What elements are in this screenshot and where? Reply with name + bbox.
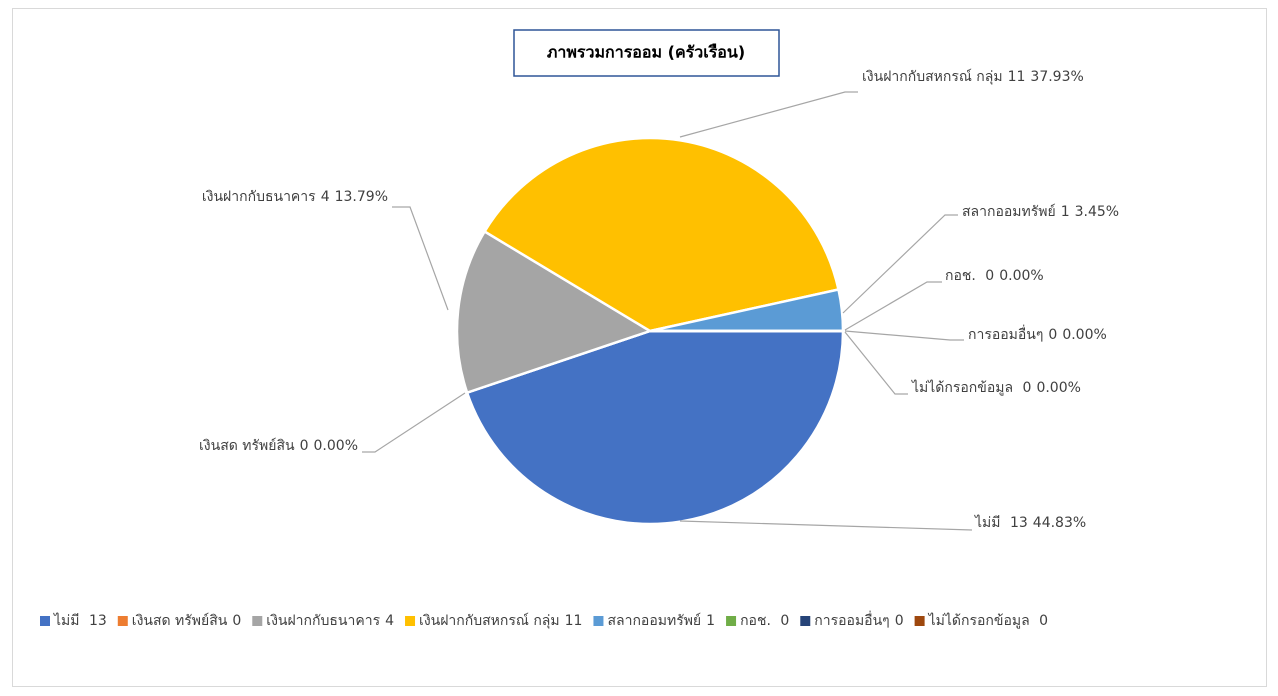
leader-line	[844, 281, 942, 331]
legend-swatch	[800, 616, 811, 626]
data-label: เงินฝากกับธนาคาร 4 13.79%	[202, 189, 388, 205]
legend-value: 13	[89, 613, 107, 629]
legend-label: สลากออมทรัพย์ 1	[607, 612, 715, 629]
legend-label: กอช. 0	[740, 613, 789, 629]
label-value: 13	[1010, 515, 1028, 531]
legend-swatch	[914, 616, 925, 626]
legend-swatch	[726, 616, 737, 626]
data-label: กอช. 0 0.00%	[945, 268, 1044, 284]
label-value: 1	[1061, 204, 1070, 220]
legend-label: เงินสด ทรัพย์สิน 0	[132, 612, 242, 629]
legend-swatch	[405, 616, 416, 626]
pie-slice	[482, 136, 840, 333]
leader-line	[362, 392, 466, 453]
label-category: สลากออมทรัพย์	[962, 203, 1056, 220]
legend-category: เงินฝากกับธนาคาร	[266, 613, 380, 629]
label-value: 0	[300, 438, 309, 454]
legend-value: 11	[565, 613, 583, 629]
label-category: เงินสด ทรัพย์สิน	[199, 437, 295, 454]
chart-title: ภาพรวมการออม (ครัวเรือน)	[547, 43, 745, 62]
legend-label: เงินฝากกับธนาคาร 4	[266, 613, 394, 629]
legend-label: ไม่มี 13	[53, 612, 107, 629]
legend-category: ไม่มี	[53, 612, 84, 629]
legend-value: 0	[232, 613, 241, 629]
label-percent: 44.83%	[1033, 515, 1086, 531]
leader-line	[844, 331, 908, 395]
data-label: เงินสด ทรัพย์สิน 0 0.00%	[199, 437, 358, 454]
label-percent: 3.45%	[1075, 204, 1119, 220]
legend-category: กอช.	[740, 613, 775, 629]
label-value: 11	[1008, 69, 1026, 85]
label-percent: 0.00%	[1036, 380, 1080, 396]
legend-swatch	[117, 616, 128, 626]
legend-value: 0	[895, 613, 904, 629]
data-label: เงินฝากกับสหกรณ์ กลุ่ม 11 37.93%	[862, 68, 1084, 85]
legend-value: 0	[780, 613, 789, 629]
leader-line	[679, 520, 973, 531]
legend-swatch	[40, 616, 50, 626]
data-label: การออมอื่นๆ 0 0.00%	[968, 325, 1107, 343]
label-percent: 0.00%	[1062, 327, 1106, 343]
legend-category: สลากออมทรัพย์	[607, 612, 701, 629]
title-box	[513, 29, 780, 77]
legend-category: ไม่ได้กรอกข้อมูล	[928, 612, 1035, 629]
legend-value: 1	[706, 613, 715, 629]
leader-line	[392, 206, 449, 311]
data-label: ไม่มี 13 44.83%	[974, 514, 1086, 531]
label-percent: 0.00%	[314, 438, 358, 454]
label-category: ไม่ได้กรอกข้อมูล	[911, 379, 1018, 396]
label-percent: 37.93%	[1030, 69, 1083, 85]
label-category: การออมอื่นๆ	[968, 325, 1043, 343]
legend-label: ไม่ได้กรอกข้อมูล 0	[928, 612, 1048, 629]
label-category: เงินฝากกับสหกรณ์ กลุ่ม	[862, 68, 1003, 85]
legend-value: 0	[1039, 613, 1048, 629]
legend-category: เงินฝากกับสหกรณ์ กลุ่ม	[419, 612, 560, 629]
data-label: ไม่ได้กรอกข้อมูล 0 0.00%	[911, 379, 1081, 396]
label-value: 4	[321, 189, 330, 205]
legend-swatch	[593, 616, 604, 626]
legend-category: เงินสด ทรัพย์สิน	[132, 612, 228, 629]
label-value: 0	[1048, 327, 1057, 343]
label-percent: 0.00%	[999, 268, 1043, 284]
data-label: สลากออมทรัพย์ 1 3.45%	[962, 203, 1119, 220]
legend-label: การออมอื่นๆ 0	[814, 611, 903, 629]
label-category: กอช.	[945, 268, 980, 284]
label-value: 0	[1023, 380, 1032, 396]
label-percent: 13.79%	[335, 189, 388, 205]
leader-line	[679, 91, 858, 138]
legend-label: เงินฝากกับสหกรณ์ กลุ่ม 11	[419, 612, 582, 629]
legend-category: การออมอื่นๆ	[814, 611, 889, 629]
legend-swatch	[252, 616, 263, 626]
leader-line	[842, 214, 958, 314]
pie-slice	[455, 229, 653, 395]
label-category: ไม่มี	[974, 514, 1005, 531]
label-category: เงินฝากกับธนาคาร	[202, 189, 316, 205]
legend-value: 4	[385, 613, 394, 629]
label-value: 0	[985, 268, 994, 284]
leader-line	[844, 330, 964, 341]
